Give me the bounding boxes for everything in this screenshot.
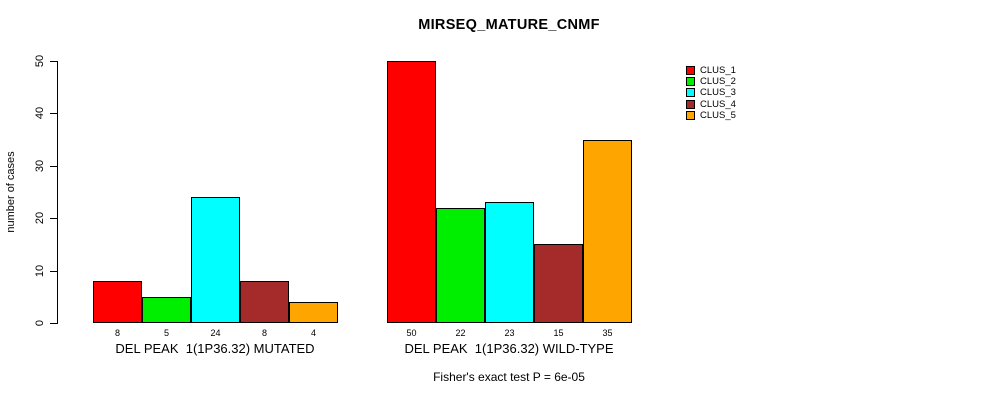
bar-clus_1-group1 bbox=[93, 281, 142, 323]
bar-value-label: 8 bbox=[114, 328, 120, 338]
y-tick-label: 0 bbox=[34, 319, 46, 327]
legend-item-clus_4: CLUS_4 bbox=[686, 99, 736, 110]
chart-title: MIRSEQ_MATURE_CNMF bbox=[418, 17, 600, 33]
legend-item-clus_3: CLUS_3 bbox=[686, 87, 736, 98]
bar-clus_5-group2 bbox=[583, 140, 632, 323]
bar-value-label: 24 bbox=[210, 328, 221, 338]
y-tick-label: 10 bbox=[34, 264, 46, 278]
bar-clus_5-group1 bbox=[289, 302, 338, 323]
y-axis-line bbox=[57, 61, 58, 324]
legend-item-clus_1: CLUS_1 bbox=[686, 65, 736, 76]
bar-clus_3-group1 bbox=[191, 197, 240, 323]
legend-swatch bbox=[686, 110, 695, 120]
bar-value-label: 35 bbox=[602, 328, 613, 338]
bar-clus_4-group2 bbox=[534, 244, 583, 323]
y-tick-mark bbox=[50, 218, 57, 219]
legend-label: CLUS_2 bbox=[700, 76, 736, 88]
legend-label: CLUS_1 bbox=[700, 65, 736, 77]
y-tick-label: 30 bbox=[34, 159, 46, 173]
legend-label: CLUS_3 bbox=[700, 87, 736, 99]
bar-value-label: 5 bbox=[163, 328, 169, 338]
legend-label: CLUS_4 bbox=[700, 98, 736, 110]
y-tick-label: 20 bbox=[34, 211, 46, 225]
y-tick-mark bbox=[50, 61, 57, 62]
y-tick-mark bbox=[50, 271, 57, 272]
y-tick-mark bbox=[50, 323, 57, 324]
bar-clus_2-group1 bbox=[142, 297, 191, 323]
bar-value-label: 50 bbox=[406, 328, 417, 338]
bar-clus_1-group2 bbox=[387, 61, 436, 323]
legend-swatch bbox=[686, 66, 695, 76]
legend-swatch bbox=[686, 88, 695, 98]
legend-item-clus_5: CLUS_5 bbox=[686, 110, 736, 121]
y-tick-label: 50 bbox=[34, 54, 46, 68]
y-tick-mark bbox=[50, 166, 57, 167]
bar-clus_2-group2 bbox=[436, 208, 485, 323]
y-axis-label: number of cases bbox=[5, 151, 17, 233]
group-label-mutated: DEL PEAK 1(1P36.32) MUTATED bbox=[115, 341, 315, 356]
legend-swatch bbox=[686, 99, 695, 109]
legend-swatch bbox=[686, 77, 695, 87]
bar-clus_4-group1 bbox=[240, 281, 289, 323]
legend: CLUS_1 CLUS_2 CLUS_3 CLUS_4 CLUS_5 bbox=[686, 65, 736, 121]
legend-label: CLUS_5 bbox=[700, 109, 736, 121]
y-tick-label: 40 bbox=[34, 106, 46, 120]
legend-item-clus_2: CLUS_2 bbox=[686, 76, 736, 87]
bar-value-label: 22 bbox=[455, 328, 466, 338]
bar-value-label: 15 bbox=[553, 328, 564, 338]
bar-value-label: 23 bbox=[504, 328, 515, 338]
bar-value-label: 8 bbox=[261, 328, 267, 338]
bar-clus_3-group2 bbox=[485, 202, 534, 323]
fisher-test-annotation: Fisher's exact test P = 6e-05 bbox=[433, 370, 585, 384]
bar-value-label: 4 bbox=[310, 328, 316, 338]
y-tick-mark bbox=[50, 113, 57, 114]
group-label-wild-type: DEL PEAK 1(1P36.32) WILD-TYPE bbox=[404, 341, 614, 356]
